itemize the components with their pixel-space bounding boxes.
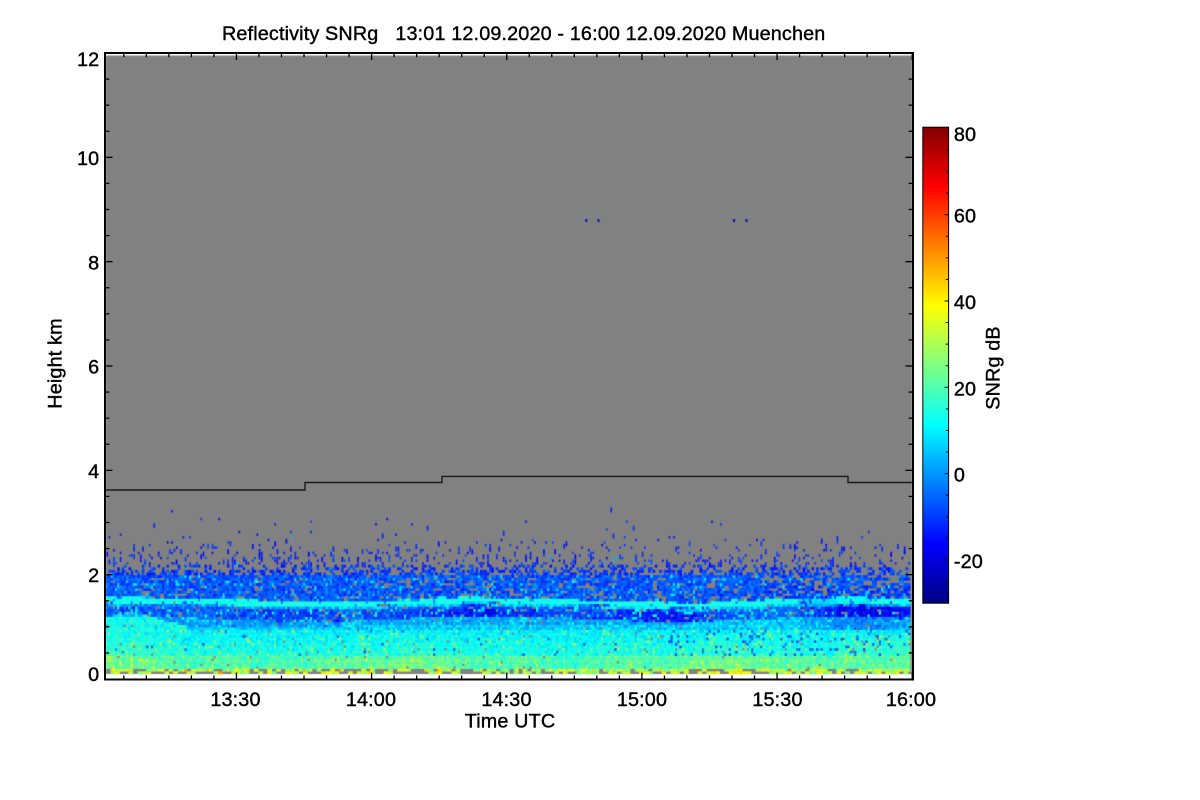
svg-text:4: 4 (88, 461, 99, 483)
svg-text:Height km: Height km (45, 318, 67, 408)
svg-text:80: 80 (954, 124, 976, 146)
svg-text:60: 60 (954, 206, 976, 228)
svg-text:0: 0 (954, 465, 965, 487)
svg-text:15:00: 15:00 (617, 689, 667, 711)
svg-text:14:00: 14:00 (346, 689, 396, 711)
svg-text:0: 0 (88, 664, 99, 686)
svg-text:20: 20 (954, 378, 976, 400)
svg-text:13:30: 13:30 (210, 689, 260, 711)
svg-text:10: 10 (77, 148, 99, 170)
svg-text:Time UTC: Time UTC (465, 710, 556, 732)
svg-text:SNRg dB: SNRg dB (983, 326, 1005, 410)
svg-text:12: 12 (77, 49, 99, 71)
svg-text:14:30: 14:30 (481, 689, 531, 711)
svg-text:8: 8 (88, 252, 99, 274)
svg-text:40: 40 (954, 292, 976, 314)
svg-text:16:00: 16:00 (886, 689, 936, 711)
svg-text:Reflectivity SNRg 13:01 12.0: Reflectivity SNRg 13:01 12.09.2020 - 16:… (222, 23, 825, 45)
svg-text:6: 6 (88, 357, 99, 379)
svg-text:-20: -20 (954, 551, 983, 573)
svg-text:15:30: 15:30 (752, 689, 802, 711)
svg-text:2: 2 (88, 565, 99, 587)
